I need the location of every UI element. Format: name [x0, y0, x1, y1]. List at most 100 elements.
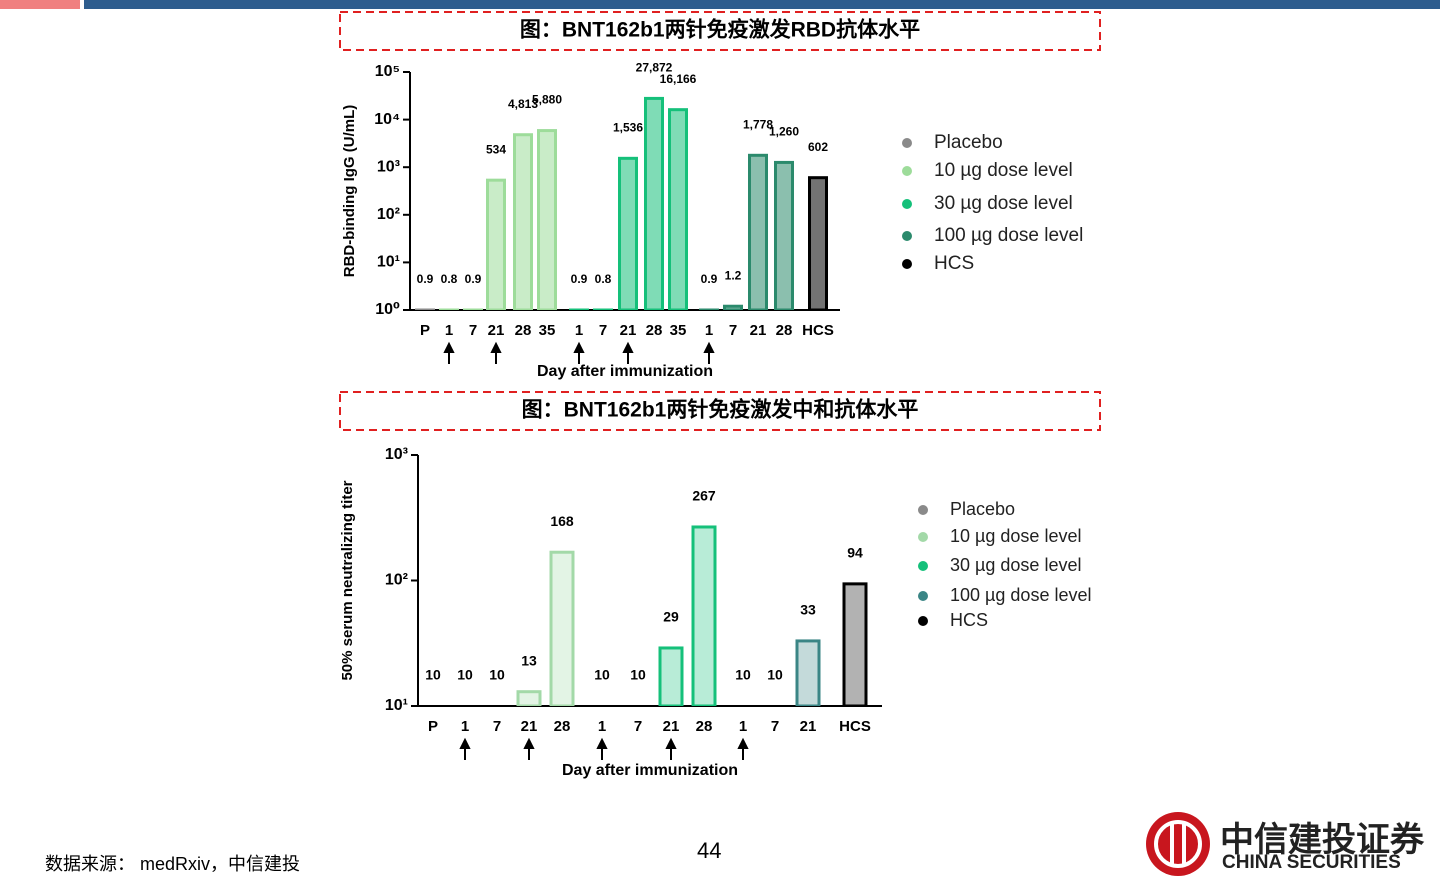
value-label: 10 — [425, 667, 441, 683]
value-label: 1.2 — [725, 268, 742, 282]
x-tick-label: 7 — [634, 718, 642, 735]
bar — [691, 525, 717, 706]
value-label: 0.9 — [417, 272, 434, 286]
x-axis-label: Day after immunization — [537, 363, 713, 380]
legend-label: 30 µg dose level — [934, 193, 1073, 214]
x-tick-label: 7 — [729, 322, 737, 339]
y-axis-label: 50% serum neutralizing titer — [339, 480, 356, 680]
arrow — [622, 341, 634, 364]
legend-label: Placebo — [950, 499, 1015, 519]
legend-marker — [918, 561, 928, 571]
x-axis-label: Day after immunization — [562, 762, 738, 779]
arrow — [443, 341, 455, 364]
plot-area — [415, 96, 828, 310]
value-label: 10 — [457, 667, 473, 683]
x-tick-label: 1 — [575, 322, 583, 339]
x-tick-label: 7 — [771, 718, 779, 735]
x-tick-label: 1 — [705, 322, 713, 339]
y-tick-label: 10¹ — [385, 697, 408, 714]
value-label: 10 — [489, 667, 505, 683]
value-label: 168 — [550, 513, 574, 529]
arrow — [490, 341, 502, 364]
value-label: 94 — [847, 545, 863, 561]
arrow — [665, 737, 677, 760]
x-tick-label: 21 — [800, 718, 817, 735]
y-axis-label: RBD-binding IgG (U/mL) — [341, 105, 358, 277]
page-number: 44 — [697, 838, 722, 863]
bar — [774, 160, 794, 310]
legend-marker — [918, 532, 928, 542]
logo — [1146, 812, 1210, 876]
arrow — [596, 737, 608, 760]
legend-marker — [902, 231, 912, 241]
value-label: 10 — [735, 667, 751, 683]
value-label: 1,536 — [613, 120, 643, 134]
legend-marker — [902, 199, 912, 209]
legend-label: 100 µg dose level — [934, 225, 1083, 246]
legend-label: HCS — [934, 253, 974, 274]
legend-label: 30 µg dose level — [950, 555, 1081, 575]
x-tick-label: 1 — [598, 718, 606, 735]
x-tick-label: 1 — [445, 322, 453, 339]
x-tick-label: HCS — [802, 322, 834, 339]
legend-marker — [902, 259, 912, 269]
x-tick-label: 21 — [488, 322, 505, 339]
bar — [549, 550, 575, 706]
bar — [668, 108, 688, 310]
bar — [513, 133, 533, 310]
legend-marker — [918, 616, 928, 626]
bar — [842, 582, 868, 706]
x-tick-label: 21 — [750, 322, 767, 339]
arrow — [703, 341, 715, 364]
value-label: 0.9 — [701, 272, 718, 286]
y-tick-label: 10³ — [377, 158, 400, 175]
chart-title: 图：BNT162b1两针免疫激发RBD抗体水平 — [520, 18, 920, 42]
value-label: 16,166 — [660, 72, 697, 86]
x-tick-label: 7 — [493, 718, 501, 735]
arrow — [523, 737, 535, 760]
x-tick-label: 21 — [620, 322, 637, 339]
logo-en: CHINA SECURITIES — [1222, 852, 1401, 873]
legend-label: Placebo — [934, 132, 1003, 153]
value-label: 10 — [767, 667, 783, 683]
legend-label: 10 µg dose level — [950, 526, 1081, 546]
plot-area — [516, 525, 868, 706]
bar — [644, 96, 664, 310]
y-tick-label: 10⁴ — [374, 111, 400, 128]
value-label: 0.9 — [571, 272, 588, 286]
value-label: 602 — [808, 140, 828, 154]
header-accent — [0, 0, 80, 9]
value-label: 10 — [630, 667, 646, 683]
y-tick-label: 10⁰ — [375, 301, 400, 318]
legend-marker — [918, 505, 928, 515]
value-label: 5,880 — [532, 93, 562, 107]
x-tick-label: 21 — [521, 718, 538, 735]
x-tick-label: 28 — [554, 718, 571, 735]
bar — [537, 129, 557, 310]
x-tick-label: 7 — [469, 322, 477, 339]
chart-title: 图：BNT162b1两针免疫激发中和抗体水平 — [522, 398, 919, 422]
value-label: 1,260 — [769, 125, 799, 139]
x-tick-label: 35 — [539, 322, 556, 339]
legend-marker — [902, 166, 912, 176]
bar — [516, 690, 542, 706]
y-tick-label: 10¹ — [377, 254, 400, 271]
x-tick-label: 28 — [515, 322, 532, 339]
bar — [618, 156, 638, 310]
x-tick-label: 35 — [670, 322, 687, 339]
arrow — [737, 737, 749, 760]
x-tick-label: 7 — [599, 322, 607, 339]
source-note: 数据来源： medRxiv，中信建投 — [45, 854, 301, 874]
value-label: 0.8 — [441, 272, 458, 286]
value-label: 1,778 — [743, 117, 773, 131]
x-tick-label: 21 — [663, 718, 680, 735]
value-label: 33 — [800, 602, 816, 618]
value-label: 267 — [692, 488, 716, 504]
arrow — [573, 341, 585, 364]
x-tick-label: 28 — [776, 322, 793, 339]
title-box — [339, 391, 1101, 431]
bar — [795, 639, 821, 706]
value-label: 13 — [521, 652, 537, 668]
